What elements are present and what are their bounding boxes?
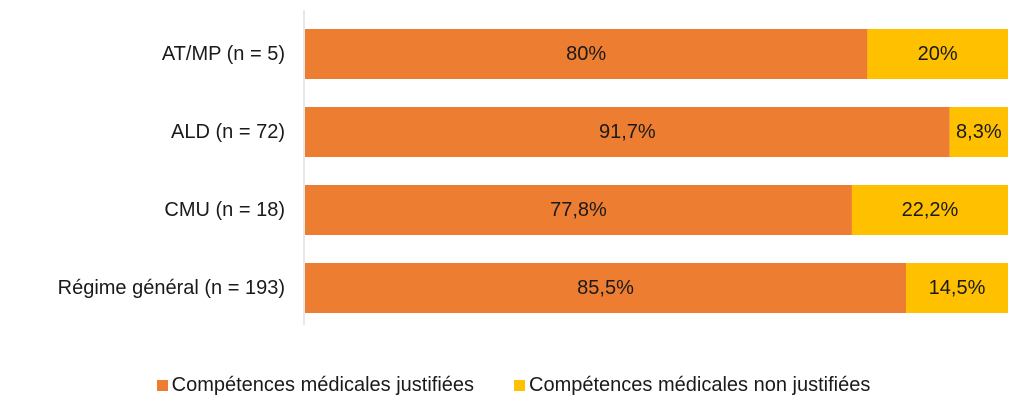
- data-label: 8,3%: [956, 121, 1002, 143]
- legend-label-not-justified: Compétences médicales non justifiées: [529, 373, 871, 396]
- legend-item-not-justified: Compétences médicales non justifiées: [514, 374, 870, 397]
- bar-segment-not-justified: [906, 263, 1008, 313]
- bar-segment-not-justified: [867, 29, 1008, 79]
- legend-swatch-not-justified: [514, 379, 526, 391]
- bar-segment-justified: [305, 29, 868, 79]
- data-label: 80%: [566, 43, 606, 65]
- bar-segment-justified: [305, 263, 907, 313]
- bar-segment-not-justified: [851, 185, 1008, 235]
- data-label: 22,2%: [902, 199, 959, 221]
- labels-layer: AT/MP (n = 5) 80% 20% ALD (n = 72) 91,7% 8,3%…: [58, 43, 1002, 299]
- legend-label-justified: Compétences médicales justifiées: [171, 373, 475, 396]
- stacked-bar-chart: AT/MP (n = 5) 80% 20% ALD (n = 72) 91,7% 8,3%…: [58, 10, 1008, 325]
- bar-segment-justified: [305, 185, 852, 235]
- data-label: 77,8%: [550, 199, 607, 221]
- data-label: 14,5%: [929, 277, 986, 299]
- category-label: CMU (n = 18): [164, 199, 285, 221]
- legend: Compétences médicales justifiées Compéte…: [0, 370, 1027, 400]
- legend-item-justified: Compétences médicales justifiées: [156, 373, 475, 397]
- legend-swatch-justified: [156, 379, 168, 391]
- category-label: ALD (n = 72): [171, 121, 285, 143]
- data-label: 20%: [918, 43, 958, 65]
- data-label: 91,7%: [599, 121, 656, 143]
- bar-segment-justified: [305, 107, 950, 157]
- category-label: AT/MP (n = 5): [162, 43, 285, 65]
- bar-segment-not-justified: [949, 107, 1008, 157]
- data-label: 85,5%: [577, 277, 634, 299]
- category-label: Régime général (n = 193): [58, 277, 285, 299]
- bars-layer: [305, 29, 1008, 313]
